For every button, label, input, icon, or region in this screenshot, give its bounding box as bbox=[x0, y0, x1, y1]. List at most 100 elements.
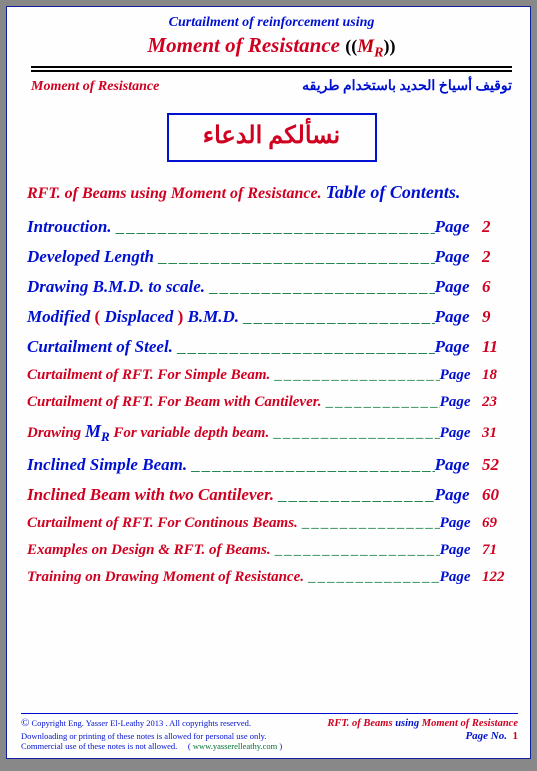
footer-page-number: Page No. 1 bbox=[327, 730, 518, 744]
toc-page-number: 31 bbox=[482, 425, 516, 442]
toc-list: Introuction.____________________________… bbox=[27, 217, 516, 586]
toc-leader: ______________________________________ bbox=[154, 247, 435, 267]
toc-leader: ______________________________________ bbox=[274, 485, 435, 505]
toc-leader: ______________________________________ bbox=[298, 515, 440, 532]
toc-row: Curtailment of RFT. For Continous Beams.… bbox=[27, 515, 516, 532]
url-open: ( bbox=[188, 741, 191, 751]
toc-row: Training on Drawing Moment of Resistance… bbox=[27, 569, 516, 586]
toc-leader: ______________________________________ bbox=[322, 394, 440, 411]
toc-row: Curtailment of Steel.___________________… bbox=[27, 337, 516, 357]
toc-row: Inclined Simple Beam.___________________… bbox=[27, 455, 516, 475]
toc-leader: ______________________________________ bbox=[270, 367, 439, 384]
toc-page-number: 60 bbox=[482, 485, 516, 505]
toc-row: Curtailment of RFT. For Simple Beam.____… bbox=[27, 367, 516, 384]
header-subtitle: Curtailment of reinforcement using bbox=[27, 15, 516, 31]
toc-page-number: 23 bbox=[482, 394, 516, 411]
title-paren: ((MR)) bbox=[345, 36, 395, 56]
copyright-icon: © bbox=[21, 717, 29, 729]
title-main: Moment of Resistance bbox=[148, 33, 341, 57]
toc-row: Inclined Beam with two Cantilever.______… bbox=[27, 485, 516, 505]
toc-label: Curtailment of RFT. For Beam with Cantil… bbox=[27, 394, 322, 411]
mr-r: R bbox=[374, 46, 383, 61]
url-close: ) bbox=[279, 741, 282, 751]
toc-page-number: 2 bbox=[482, 217, 516, 237]
toc-page-number: 69 bbox=[482, 515, 516, 532]
toc-label: Training on Drawing Moment of Resistance… bbox=[27, 569, 304, 586]
toc-heading: RFT. of Beams using Moment of Resistance… bbox=[27, 182, 516, 203]
copy-line1: Copyright Eng. Yasser El-Leathy 2013 . A… bbox=[31, 718, 251, 728]
toc-page-word: Page bbox=[435, 217, 482, 237]
toc-page-number: 122 bbox=[482, 569, 516, 586]
toc-page-word: Page bbox=[435, 337, 482, 357]
footer-doc-title: RFT. of Beams using Moment of Resistance bbox=[327, 717, 518, 730]
toc-page-word: Page bbox=[435, 455, 482, 475]
header-title: Moment of Resistance ((MR)) bbox=[27, 33, 516, 62]
toc-leader: ______________________________________ bbox=[112, 217, 435, 237]
paren-open: (( bbox=[345, 36, 357, 56]
toc-page-word: Page bbox=[440, 515, 482, 532]
toc-label: Developed Length bbox=[27, 247, 154, 267]
page-num: 1 bbox=[513, 730, 519, 742]
subheader-row: Moment of Resistance توقيف أسياخ الحديد … bbox=[27, 78, 516, 95]
toc-page-word: Page bbox=[440, 394, 482, 411]
toc-label: Examples on Design & RFT. of Beams. bbox=[27, 542, 271, 559]
toc-page-number: 9 bbox=[482, 307, 516, 327]
toc-page-word: Page bbox=[440, 425, 482, 442]
footer-copyright: © Copyright Eng. Yasser El-Leathy 2013 .… bbox=[21, 717, 282, 752]
ft-a: RFT. of Beams bbox=[327, 718, 392, 729]
toc-page-word: Page bbox=[435, 485, 482, 505]
toc-label: Modified ( Displaced ) B.M.D. bbox=[27, 307, 239, 327]
toc-page-number: 52 bbox=[482, 455, 516, 475]
toc-label: Curtailment of RFT. For Continous Beams. bbox=[27, 515, 298, 532]
toc-page-number: 6 bbox=[482, 277, 516, 297]
toc-leader: ______________________________________ bbox=[173, 337, 435, 357]
footer-url: www.yasserelleathy.com bbox=[193, 741, 277, 751]
toc-page-word: Page bbox=[440, 367, 482, 384]
toc-page-word: Page bbox=[435, 247, 482, 267]
page-label: Page No. bbox=[465, 730, 507, 742]
paren-close: )) bbox=[384, 36, 396, 56]
double-rule bbox=[31, 66, 512, 72]
toc-label: Introuction. bbox=[27, 217, 112, 237]
ft-b: using bbox=[393, 718, 422, 729]
toc-heading-left: RFT. of Beams using Moment of Resistance… bbox=[27, 185, 322, 202]
toc-leader: ______________________________________ bbox=[304, 569, 440, 586]
toc-leader: ______________________________________ bbox=[187, 455, 434, 475]
toc-page-word: Page bbox=[435, 307, 482, 327]
toc-label: Drawing B.M.D. to scale. bbox=[27, 277, 205, 297]
toc-leader: ______________________________________ bbox=[271, 542, 440, 559]
arabic-prayer-box: نسألكم الدعاء bbox=[167, 113, 377, 162]
toc-page-number: 71 bbox=[482, 542, 516, 559]
toc-row: Modified ( Displaced ) B.M.D.___________… bbox=[27, 307, 516, 327]
toc-label: Curtailment of Steel. bbox=[27, 337, 173, 357]
mr-m: M bbox=[357, 36, 374, 57]
toc-page-number: 2 bbox=[482, 247, 516, 267]
toc-heading-right: Table of Contents. bbox=[326, 182, 461, 202]
toc-row: Curtailment of RFT. For Beam with Cantil… bbox=[27, 394, 516, 411]
toc-label: Inclined Beam with two Cantilever. bbox=[27, 485, 274, 505]
subheader-en: Moment of Resistance bbox=[31, 79, 159, 95]
toc-row: Drawing MR For variable depth beam._____… bbox=[27, 421, 516, 445]
copy-line3a: Commercial use of these notes is not all… bbox=[21, 741, 177, 751]
toc-leader: ______________________________________ bbox=[269, 425, 439, 442]
copy-line2: Downloading or printing of these notes i… bbox=[21, 731, 266, 741]
toc-label: Drawing MR For variable depth beam. bbox=[27, 421, 269, 445]
footer-right: RFT. of Beams using Moment of Resistance… bbox=[327, 717, 518, 752]
toc-row: Drawing B.M.D. to scale.________________… bbox=[27, 277, 516, 297]
toc-page-word: Page bbox=[435, 277, 482, 297]
toc-leader: ______________________________________ bbox=[239, 307, 435, 327]
toc-label: Inclined Simple Beam. bbox=[27, 455, 187, 475]
ft-c: Moment of Resistance bbox=[422, 718, 518, 729]
toc-row: Developed Length________________________… bbox=[27, 247, 516, 267]
toc-page-number: 18 bbox=[482, 367, 516, 384]
toc-page-word: Page bbox=[440, 542, 482, 559]
subheader-ar: توقيف أسياخ الحديد باستخدام طريقه bbox=[302, 78, 512, 95]
toc-label: Curtailment of RFT. For Simple Beam. bbox=[27, 367, 270, 384]
toc-page-word: Page bbox=[440, 569, 482, 586]
document-page: Curtailment of reinforcement using Momen… bbox=[6, 6, 531, 759]
toc-row: Examples on Design & RFT. of Beams._____… bbox=[27, 542, 516, 559]
toc-row: Introuction.____________________________… bbox=[27, 217, 516, 237]
page-footer: © Copyright Eng. Yasser El-Leathy 2013 .… bbox=[21, 713, 518, 752]
toc-page-number: 11 bbox=[482, 337, 516, 357]
toc-leader: ______________________________________ bbox=[205, 277, 435, 297]
